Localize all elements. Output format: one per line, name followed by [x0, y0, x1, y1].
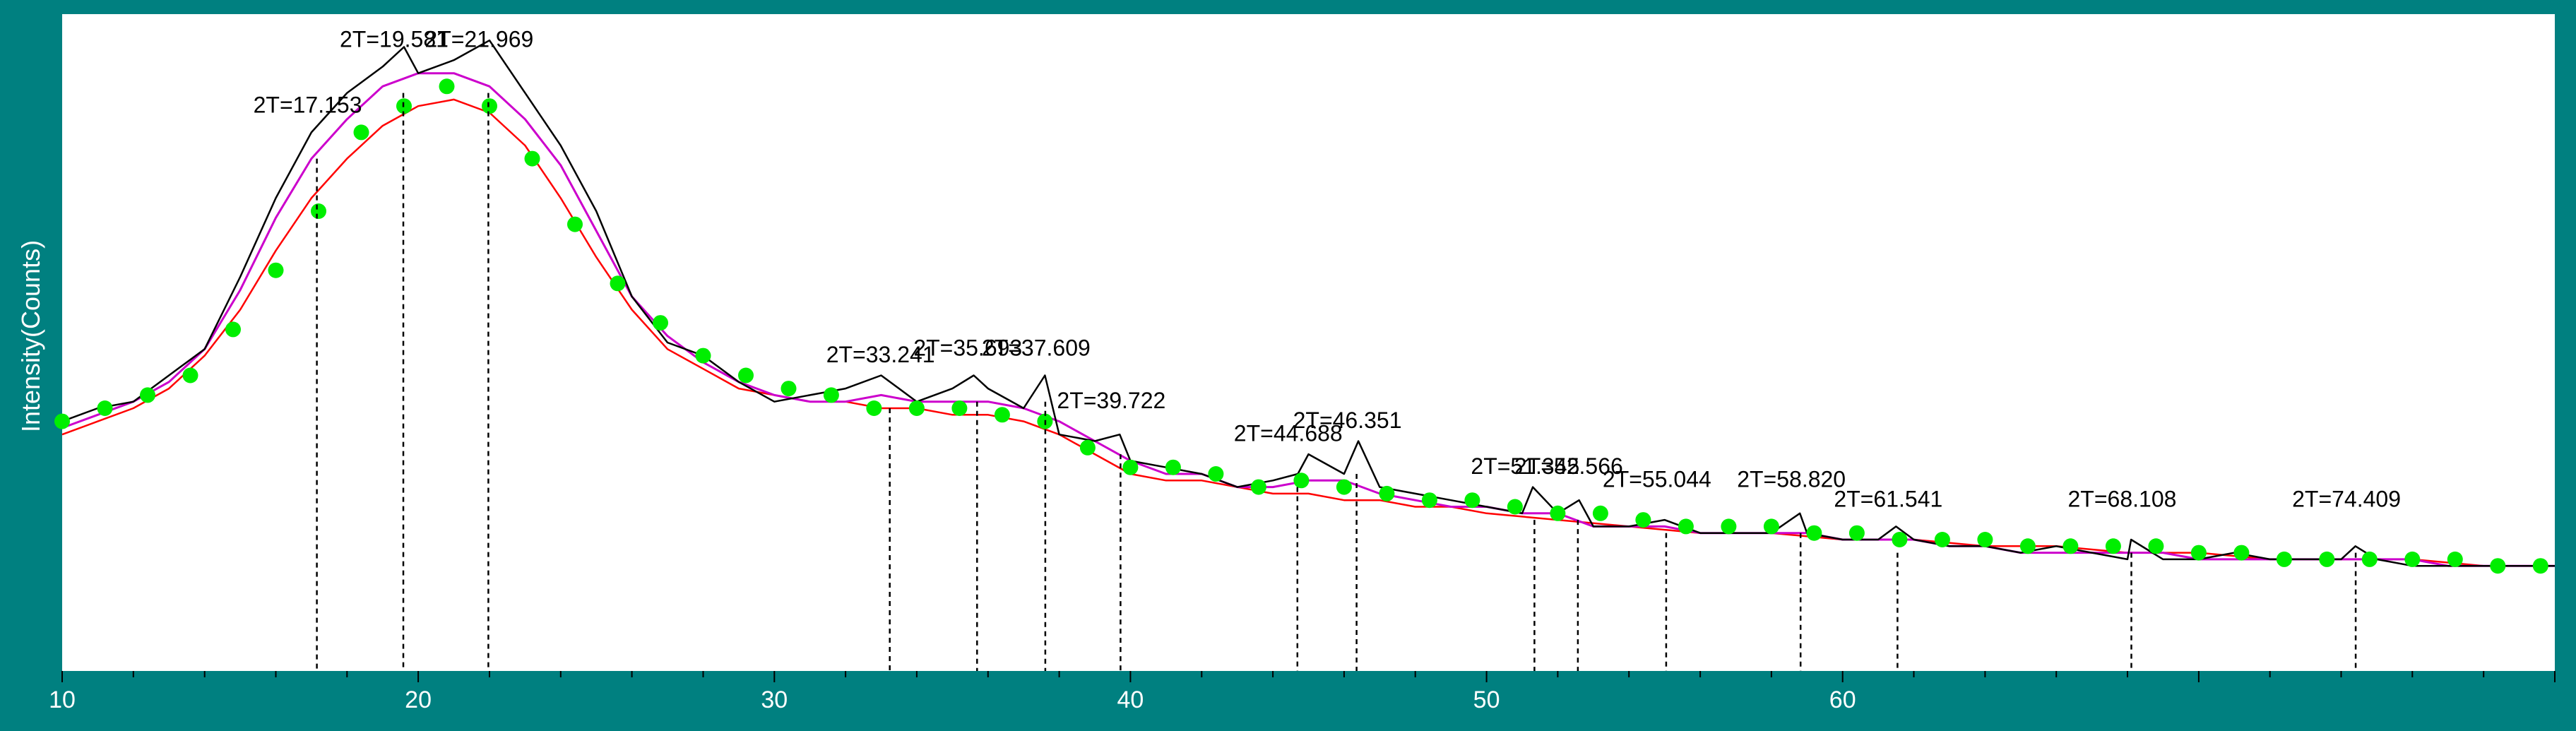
x-tick-label: 30 — [761, 687, 788, 713]
background-marker-point — [1250, 479, 1266, 495]
background-marker-point — [1848, 525, 1865, 541]
background-marker-point — [2105, 538, 2121, 554]
peak-label: 2T=55.044 — [1603, 467, 1711, 492]
background-marker-point — [1208, 466, 1224, 482]
peak-label: 2T=39.722 — [1057, 388, 1165, 413]
background-marker-point — [951, 400, 968, 416]
background-marker-point — [653, 315, 668, 331]
background-marker-point — [2447, 551, 2463, 567]
background-marker-point — [2361, 551, 2378, 567]
peak-label: 2T=44.688 — [1234, 421, 1343, 446]
peak-label: 2T=33.241 — [826, 342, 935, 367]
background-marker-point — [268, 262, 284, 278]
background-marker-point — [182, 367, 198, 384]
background-marker-point — [1763, 518, 1779, 535]
peak-annotations: 2T=17.1532T=19.5812T=21.9692T=33.2412T=3… — [254, 27, 2401, 671]
background-marker-point — [1507, 499, 1523, 515]
background-marker-point — [1293, 473, 1310, 489]
background-marker-point — [524, 150, 540, 167]
background-marker-point — [439, 78, 455, 95]
plot-area — [62, 14, 2555, 671]
peak-label: 2T=52.566 — [1514, 453, 1623, 479]
background-marker-point — [1721, 518, 1737, 535]
series-raw-line — [61, 39, 2555, 567]
background-marker-point — [1678, 518, 1694, 535]
background-marker-point — [2062, 538, 2079, 554]
background-marker-point — [1079, 439, 1096, 456]
background-marker-point — [2190, 545, 2207, 561]
peak-label: 2T=17.153 — [254, 93, 362, 118]
background-marker-point — [1892, 532, 1908, 547]
background-marker-point — [1550, 505, 1566, 521]
peak-label: 2T=61.541 — [1834, 487, 1942, 512]
background-marker-point — [2532, 558, 2548, 574]
background-marker-point — [1806, 525, 1822, 541]
x-tick-label: 60 — [1829, 687, 1856, 713]
background-marker-point — [54, 413, 70, 429]
x-axis: 10 20 30 40 50 60 — [49, 671, 2556, 713]
background-marker-point — [1122, 459, 1139, 475]
background-marker-point — [2233, 545, 2250, 561]
background-marker-point — [2148, 538, 2164, 554]
plot-background — [62, 14, 2555, 671]
background-marker-point — [1464, 492, 1480, 509]
background-marker-point — [2490, 558, 2506, 574]
background-marker-point — [1635, 512, 1651, 528]
background-marker-point — [610, 275, 626, 292]
background-marker-point — [140, 387, 155, 403]
background-marker-point — [994, 407, 1010, 423]
background-marker-point — [1592, 505, 1608, 521]
background-marker-point — [1934, 532, 1950, 547]
background-marker-point — [738, 367, 754, 384]
background-marker-point — [311, 203, 326, 219]
background-marker-point — [1165, 459, 1181, 475]
background-marker-point — [482, 98, 497, 114]
peak-label: 2T=21.969 — [425, 27, 533, 52]
background-marker-point — [353, 124, 369, 141]
background-marker-point — [1336, 479, 1352, 495]
background-marker-point — [695, 347, 711, 364]
peak-label: 2T=37.609 — [982, 335, 1091, 361]
background-marker-point — [2019, 538, 2036, 554]
background-marker-point — [823, 387, 839, 403]
x-tick-label: 50 — [1473, 687, 1500, 713]
peak-label: 2T=35.693 — [913, 335, 1022, 361]
background-marker-point — [225, 321, 241, 338]
background-marker-point — [567, 216, 583, 232]
background-marker-point — [2319, 551, 2335, 567]
peak-label: 2T=19.581 — [340, 27, 449, 52]
peak-label: 2T=68.108 — [2068, 487, 2177, 512]
peak-label: 2T=51.345 — [1471, 453, 1579, 479]
background-marker-point — [1977, 532, 1993, 547]
background-marker-point — [866, 400, 882, 416]
peak-label: 2T=46.351 — [1293, 408, 1402, 433]
x-tick-label: 10 — [49, 687, 76, 713]
peak-label: 2T=74.409 — [2292, 487, 2401, 512]
background-marker-point — [908, 400, 925, 416]
background-marker-point — [780, 381, 797, 397]
background-marker-point — [2276, 551, 2292, 567]
background-marker-point — [97, 400, 113, 416]
peak-label: 2T=58.820 — [1737, 467, 1846, 492]
background-marker-point — [1421, 492, 1437, 509]
x-tick-label: 40 — [1117, 687, 1144, 713]
y-axis-label: Intensity(Counts) — [16, 240, 45, 432]
background-marker-point — [1379, 485, 1395, 501]
series-group — [54, 39, 2555, 574]
x-tick-label: 20 — [405, 687, 432, 713]
background-marker-point — [2404, 551, 2421, 567]
